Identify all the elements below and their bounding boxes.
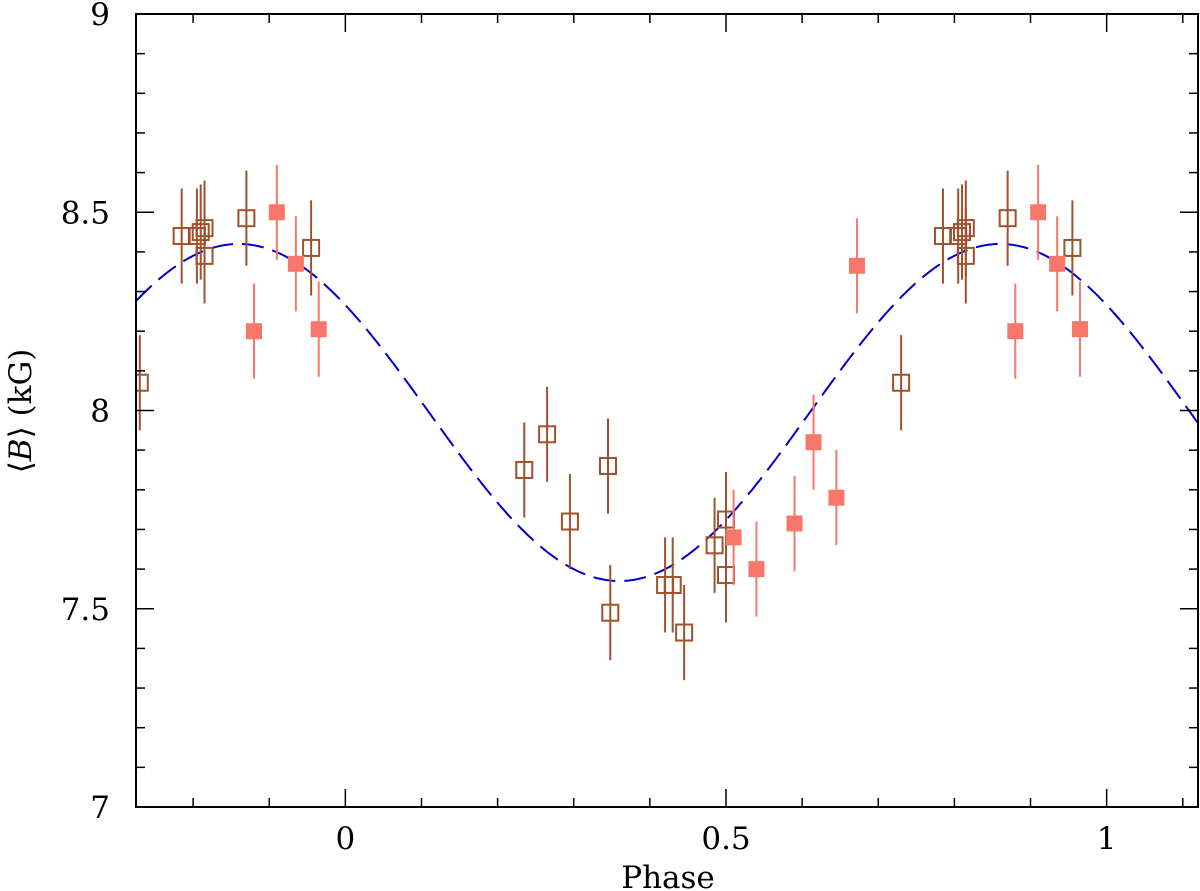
open-square-series <box>136 170 1082 681</box>
open-square-point <box>705 536 724 555</box>
filled-square-point <box>1049 255 1066 272</box>
axes-layer: 0 0.5 1 7 7.5 8 8.5 9 <box>61 0 1199 857</box>
open-square-point <box>1063 238 1082 257</box>
model-curve-layer <box>136 242 1198 582</box>
open-square-point <box>956 219 975 238</box>
open-square-point <box>892 373 911 392</box>
open-square-point <box>599 457 617 476</box>
data-points-layer <box>136 164 1088 681</box>
open-square-point <box>998 209 1017 228</box>
filled-square-series <box>246 164 1088 617</box>
filled-square-point <box>268 204 285 221</box>
filled-square-point <box>1030 204 1047 221</box>
open-square-point <box>136 373 149 392</box>
filled-square-point <box>848 257 865 274</box>
filled-square-point <box>786 515 803 532</box>
filled-square-point <box>246 323 262 340</box>
open-square-point <box>560 512 579 531</box>
filled-square-point <box>1007 323 1024 340</box>
filled-square-point <box>725 529 742 546</box>
open-square-point <box>302 238 321 257</box>
y-tick-label: 9 <box>90 0 110 33</box>
open-square-point <box>663 575 682 594</box>
x-axis-title: Phase <box>621 860 715 891</box>
open-square-point <box>601 603 620 622</box>
open-square-point <box>191 223 210 242</box>
y-tick-label: 8 <box>90 394 110 430</box>
open-square-point <box>538 425 557 444</box>
y-tick-label: 7 <box>90 790 110 826</box>
open-square-point <box>675 623 694 642</box>
filled-square-point <box>748 561 765 578</box>
open-square-point <box>953 223 971 242</box>
plot-frame <box>135 13 1199 808</box>
filled-square-point <box>287 255 304 272</box>
y-axis-title: ⟨B⟩ (kG) <box>3 349 39 474</box>
x-tick-label: 1 <box>1097 821 1117 857</box>
x-tick-label: 0.5 <box>701 821 750 857</box>
open-square-point <box>237 209 256 228</box>
y-tick-label: 8.5 <box>61 195 110 231</box>
filled-square-point <box>1072 321 1088 338</box>
filled-square-point <box>828 489 845 506</box>
open-square-point <box>515 460 534 479</box>
open-square-point <box>195 219 214 238</box>
model-curve <box>136 242 1198 582</box>
x-tick-label: 0 <box>335 821 355 857</box>
y-tick-label: 7.5 <box>61 592 110 628</box>
filled-square-point <box>310 321 327 338</box>
filled-square-point <box>805 434 822 451</box>
